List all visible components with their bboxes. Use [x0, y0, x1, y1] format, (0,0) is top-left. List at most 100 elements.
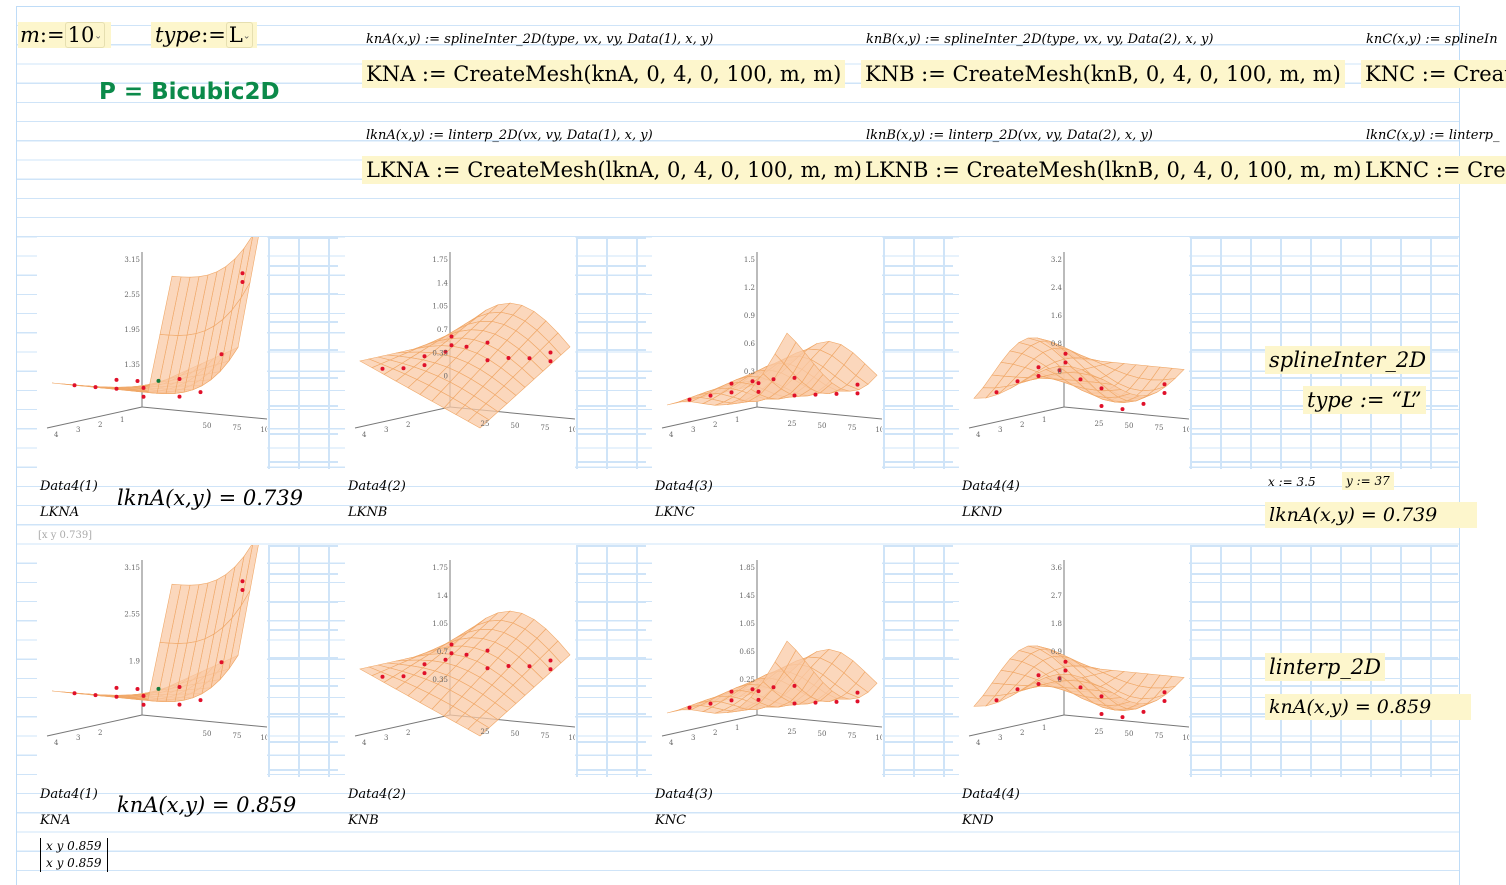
data-point [757, 689, 761, 693]
surface-plot-knb[interactable]: 1.751.41.050.70.35432255075100 [345, 545, 575, 776]
y-tick-label: 75 [541, 424, 550, 432]
m-definition: m:=10⌄ [18, 22, 111, 48]
knA-evaluation[interactable]: knA(x,y) = 0.859 [117, 793, 296, 817]
data-point [1100, 694, 1104, 698]
y-axis [1064, 715, 1189, 727]
x-tick-label: 4 [976, 431, 981, 439]
data-point [178, 377, 182, 381]
data-point [814, 393, 818, 397]
data-point [465, 653, 469, 657]
surface-plot-kna[interactable]: 3.152.551.94325075100 [37, 545, 267, 776]
data-point [528, 356, 532, 360]
x-tick-label: 1 [735, 724, 739, 732]
z-tick-label: 3.15 [124, 256, 140, 264]
y-tick-label: 100 [875, 426, 882, 434]
data-point [1037, 374, 1041, 378]
data-point [1121, 715, 1125, 719]
x-assignment[interactable]: x := 3.5 [1268, 475, 1316, 489]
data-point [241, 280, 245, 284]
surface-plot-lknb[interactable]: 1.751.41.050.70.350432255075100 [345, 237, 575, 468]
z-tick-label: 1.05 [432, 303, 448, 311]
surface-plot-lknc[interactable]: 1.51.20.90.60.34321255075100 [652, 237, 882, 468]
grid-region [576, 237, 646, 469]
z-tick-label: 1.45 [739, 592, 755, 600]
knB-definition[interactable]: knB(x,y) := splineInter_2D(type, vx, vy,… [866, 32, 1213, 47]
data-point [178, 703, 182, 707]
side-knA-evaluation[interactable]: knA(x,y) = 0.859 [1265, 694, 1471, 720]
data-point [486, 666, 490, 670]
data-point [549, 359, 553, 363]
data-point [1121, 407, 1125, 411]
m-value: 10 [68, 23, 95, 47]
plot-mesh-label: KNB [348, 813, 379, 828]
data-point [73, 383, 77, 387]
data-point [1064, 669, 1068, 673]
data-point [241, 588, 245, 592]
surface-plot-lkna[interactable]: 3.152.551.951.3543215075100 [37, 237, 267, 468]
x-axis [47, 715, 142, 736]
data-point [730, 390, 734, 394]
x-tick-label: 2 [713, 421, 717, 429]
data-point [1142, 402, 1146, 406]
x-tick-label: 3 [76, 426, 80, 434]
x-tick-label: 4 [54, 739, 59, 747]
data-point [199, 390, 203, 394]
lknA-definition[interactable]: lknA(x,y) := linterp_2D(vx, vy, Data(1),… [366, 128, 653, 143]
data-point [423, 662, 427, 666]
x-axis [662, 407, 757, 428]
m-label: m [20, 23, 40, 47]
y-assignment[interactable]: y := 37 [1342, 472, 1394, 490]
y-tick-label: 25 [1095, 728, 1104, 736]
lknB-definition[interactable]: lknB(x,y) := linterp_2D(vx, vy, Data(2),… [866, 128, 1153, 143]
data-point [751, 379, 755, 383]
data-point [157, 687, 161, 691]
grid-region [268, 237, 338, 469]
data-point [1016, 687, 1020, 691]
data-point [730, 382, 734, 386]
KNA-mesh-definition[interactable]: KNA := CreateMesh(knA, 0, 4, 0, 100, m, … [362, 60, 845, 88]
y-tick-label: 100 [568, 426, 575, 434]
data-point [1163, 699, 1167, 703]
z-tick-label: 0.65 [739, 648, 755, 656]
data-point [1079, 377, 1083, 381]
lknC-definition[interactable]: lknC(x,y) := linterp_ [1366, 128, 1500, 143]
z-tick-label: 1.35 [124, 361, 140, 369]
y-tick-label: 100 [568, 734, 575, 742]
data-point [730, 698, 734, 702]
y-tick-label: 100 [875, 734, 882, 742]
matrix-result-top: [x y 0.739] [38, 530, 92, 541]
knA-definition[interactable]: knA(x,y) := splineInter_2D(type, vx, vy,… [366, 32, 713, 47]
x-tick-label: 4 [54, 431, 59, 439]
LKNC-mesh-definition[interactable]: LKNC := Creat [1361, 156, 1506, 184]
chevron-down-icon: ⌄ [94, 32, 102, 42]
y-tick-label: 75 [1155, 424, 1164, 432]
lknA-evaluation[interactable]: lknA(x,y) = 0.739 [117, 486, 303, 510]
knC-definition[interactable]: knC(x,y) := splineIn [1366, 32, 1498, 47]
surface-plot-lknd[interactable]: 3.22.41.60.804321255075100 [959, 237, 1189, 468]
x-tick-label: 3 [76, 734, 80, 742]
KNB-mesh-definition[interactable]: KNB := CreateMesh(knB, 0, 4, 0, 100, m, … [861, 60, 1345, 88]
LKNB-mesh-definition[interactable]: LKNB := CreateMesh(lknB, 0, 4, 0, 100, m… [861, 156, 1366, 184]
surface-plot-knc[interactable]: 1.851.451.050.650.254321255075100 [652, 545, 882, 776]
splineinter-title: splineInter_2D [1265, 346, 1430, 374]
z-tick-label: 1.05 [739, 620, 755, 628]
assign-operator: := [201, 23, 226, 47]
type-string-assignment[interactable]: type := “L” [1303, 386, 1426, 414]
matrix-row: x y 0.859 [46, 855, 102, 872]
data-point [1079, 685, 1083, 689]
LKNA-mesh-definition[interactable]: LKNA := CreateMesh(lknA, 0, 4, 0, 100, m… [362, 156, 866, 184]
data-point [157, 379, 161, 383]
y-tick-label: 25 [788, 728, 797, 736]
data-point [241, 579, 245, 583]
y-tick-label: 50 [818, 422, 827, 430]
p-result: P = Bicubic2D [99, 79, 280, 105]
y-tick-label: 25 [788, 420, 797, 428]
z-tick-label: 2.4 [1051, 284, 1063, 292]
type-dropdown[interactable]: L⌄ [226, 22, 254, 48]
KNC-mesh-definition[interactable]: KNC := Create [1361, 60, 1506, 88]
z-tick-label: 3.15 [124, 564, 140, 572]
data-point [835, 392, 839, 396]
m-dropdown[interactable]: 10⌄ [65, 22, 105, 48]
surface-plot-knd[interactable]: 3.62.71.80.904321255075100 [959, 545, 1189, 776]
side-lknA-evaluation[interactable]: lknA(x,y) = 0.739 [1265, 502, 1477, 528]
